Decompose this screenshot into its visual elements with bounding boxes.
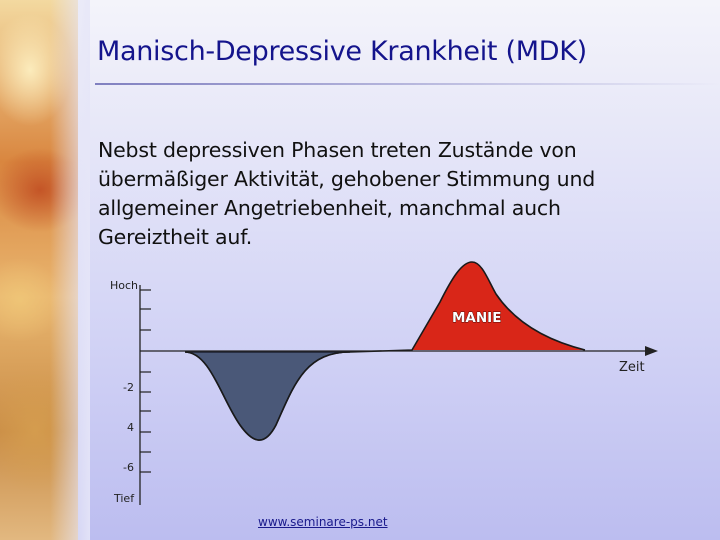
title-divider — [95, 83, 720, 85]
axis-ticks — [140, 289, 151, 473]
mood-curve — [184, 261, 586, 441]
footer-link[interactable]: www.seminare-ps.net — [258, 515, 388, 529]
tick-label-4: 4 — [127, 421, 134, 434]
slide-body-text: Nebst depressiven Phasen treten Zustände… — [98, 138, 596, 249]
time-axis-label: Zeit — [619, 360, 645, 375]
bottom-label: Tief — [113, 492, 135, 505]
slide-title: Manisch-Depressive Krankheit (MDK) — [97, 36, 587, 67]
tick-label-minus-6: -6 — [123, 461, 134, 474]
depression-phase-area — [184, 351, 351, 441]
mania-label: MANIE — [452, 310, 501, 326]
mania-phase-area — [412, 262, 585, 350]
time-axis-arrow — [645, 346, 658, 356]
sidebar-fade — [50, 0, 90, 540]
top-label: Hoch — [110, 279, 138, 292]
tick-label-minus-2: -2 — [123, 381, 134, 394]
